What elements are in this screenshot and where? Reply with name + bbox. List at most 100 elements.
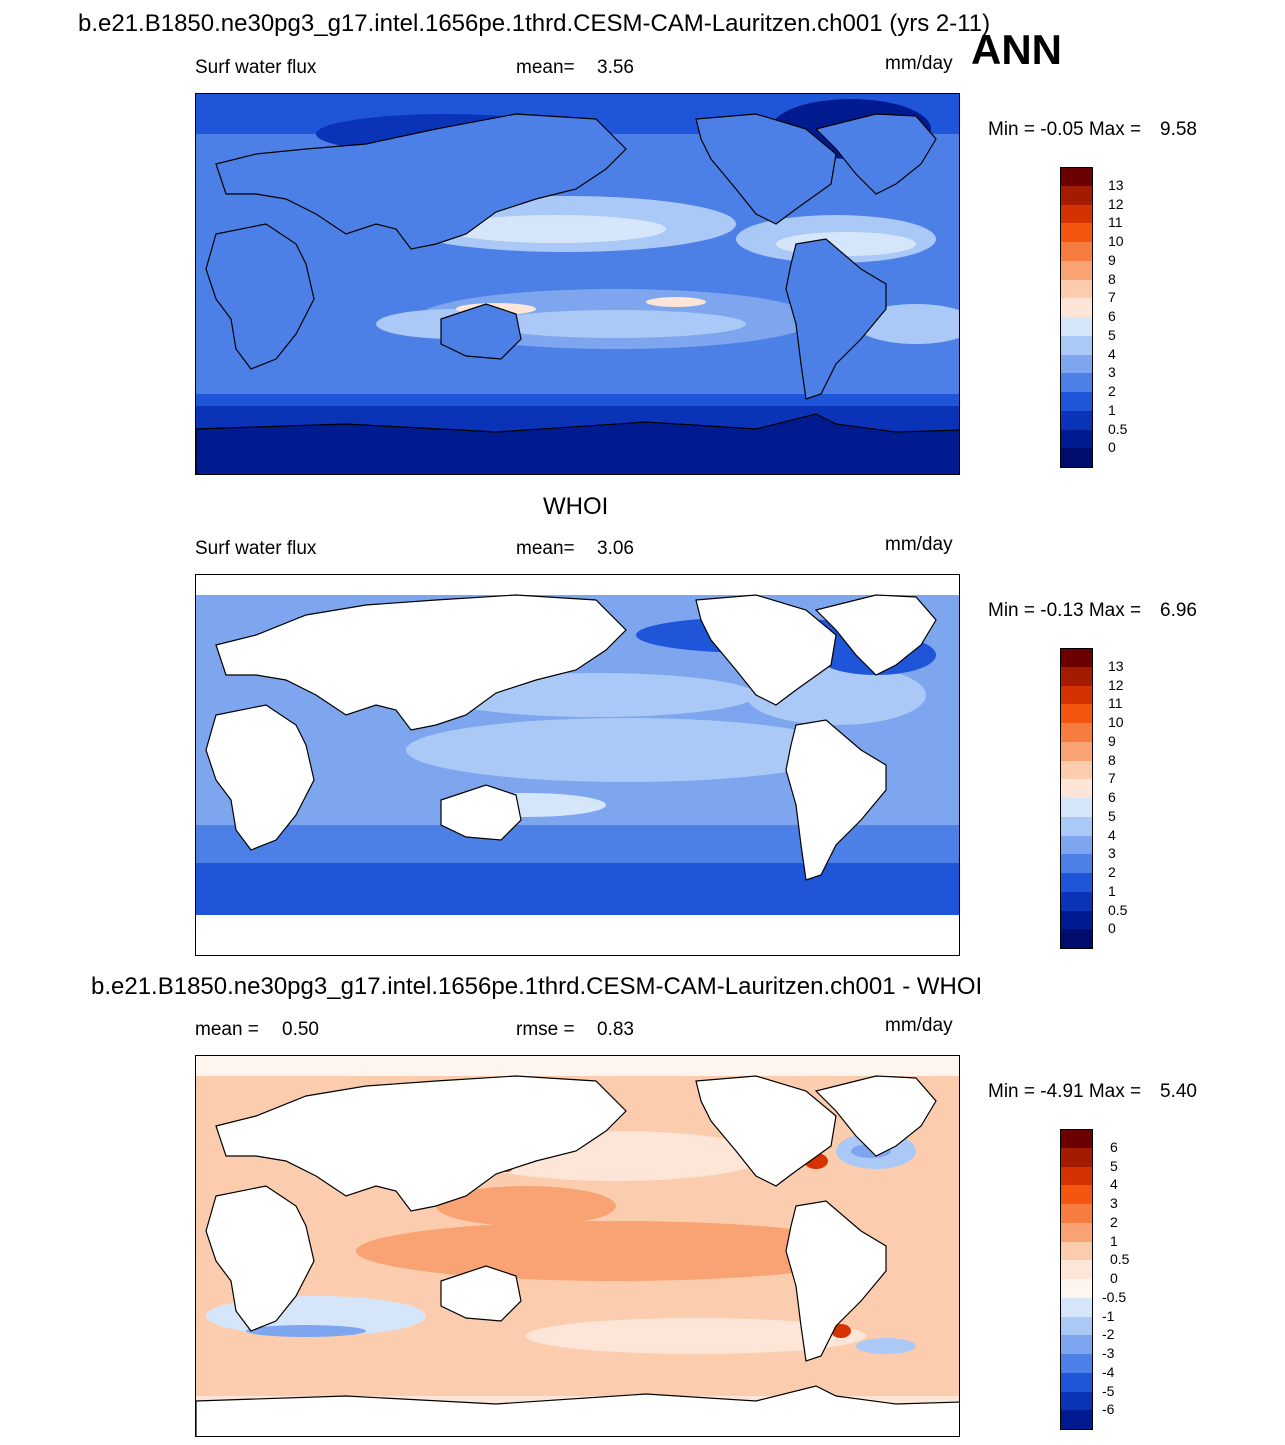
panel3-rmse-label: rmse = (516, 1019, 575, 1040)
panel3-mean-value: 0.50 (282, 1019, 319, 1040)
panel3-max-value: 5.40 (1160, 1081, 1197, 1102)
colorbar-swatch (1060, 704, 1093, 724)
panel1-units: mm/day (885, 53, 953, 74)
colorbar-tick-label: 3 (1108, 845, 1116, 862)
colorbar-swatch (1060, 242, 1093, 262)
colorbar-tick-label: 9 (1108, 732, 1116, 749)
colorbar-swatch (1060, 1166, 1093, 1187)
colorbar-tick-label: 1 (1108, 401, 1116, 418)
colorbar-tick-label: 4 (1110, 1176, 1118, 1193)
panel2-mean-label: mean= (516, 538, 575, 559)
colorbar-swatch (1060, 1147, 1093, 1168)
colorbar-swatch (1060, 910, 1093, 931)
colorbar-tick-label: -4 (1102, 1363, 1115, 1380)
colorbar-tick-label: 12 (1108, 195, 1124, 212)
colorbar-tick-label: 1 (1108, 882, 1116, 899)
panel1-map (195, 93, 960, 475)
colorbar-swatch (1060, 260, 1093, 281)
panel1-variable: Surf water flux (195, 57, 317, 78)
colorbar-tick-label: 10 (1108, 714, 1124, 730)
panel2-map-svg (196, 575, 959, 955)
colorbar-swatch (1060, 373, 1093, 393)
colorbar-swatch (1060, 723, 1093, 743)
panel3-map-svg (196, 1056, 959, 1436)
colorbar-tick-label: -3 (1102, 1345, 1115, 1361)
colorbar-swatch (1060, 335, 1093, 356)
colorbar-tick-label: 5 (1108, 326, 1116, 343)
colorbar-tick-label: -1 (1102, 1307, 1115, 1324)
panel2-max-value: 6.96 (1160, 600, 1197, 621)
colorbar-tick-label: -2 (1102, 1326, 1115, 1343)
colorbar-swatch (1060, 1372, 1093, 1393)
colorbar-swatch (1060, 354, 1093, 375)
colorbar-tick-label: 7 (1108, 770, 1116, 787)
colorbar-swatch (1060, 1222, 1093, 1243)
colorbar-tick-label: -5 (1102, 1382, 1115, 1399)
colorbar-swatch (1060, 1297, 1093, 1318)
colorbar-tick-label: 0.5 (1110, 1251, 1130, 1268)
colorbar-tick-label: 2 (1110, 1213, 1118, 1230)
colorbar-swatch (1060, 816, 1093, 837)
colorbar-swatch (1060, 223, 1093, 243)
panel2-title: WHOI (543, 493, 609, 520)
colorbar-swatch (1060, 929, 1093, 949)
colorbar-swatch (1060, 1279, 1093, 1299)
colorbar-tick-label: 12 (1108, 676, 1124, 693)
colorbar-swatch (1060, 279, 1093, 300)
colorbar-swatch (1060, 167, 1093, 188)
colorbar-tick-label: 0.5 (1108, 420, 1128, 437)
colorbar-swatch (1060, 392, 1093, 412)
colorbar-tick-label: 8 (1108, 270, 1116, 287)
panel2-variable: Surf water flux (195, 538, 317, 559)
colorbar-swatch (1060, 1260, 1093, 1280)
panel1-mean-label: mean= (516, 57, 575, 78)
colorbar-swatch (1060, 1354, 1093, 1374)
colorbar-swatch (1060, 835, 1093, 856)
colorbar-swatch (1060, 760, 1093, 781)
colorbar-swatch (1060, 666, 1093, 687)
colorbar-tick-label: 9 (1108, 251, 1116, 268)
colorbar-tick-label: 7 (1108, 289, 1116, 306)
colorbar-swatch (1060, 873, 1093, 893)
panel2-colorbar (1060, 648, 1093, 949)
colorbar-tick-label: 0 (1108, 920, 1116, 937)
colorbar-tick-label: 6 (1110, 1138, 1118, 1155)
panel3-colorbar (1060, 1129, 1093, 1430)
panel1-mean-value: 3.56 (597, 57, 634, 78)
colorbar-swatch (1060, 185, 1093, 206)
panel1-max-value: 9.58 (1160, 119, 1197, 140)
panel3-land (196, 1075, 959, 1436)
colorbar-tick-label: 10 (1108, 233, 1124, 249)
colorbar-swatch (1060, 1410, 1093, 1430)
panel1-colorbar (1060, 167, 1093, 468)
colorbar-swatch (1060, 1335, 1093, 1355)
panel2-mean-value: 3.06 (597, 538, 634, 559)
colorbar-tick-label: 3 (1108, 364, 1116, 381)
colorbar-tick-label: -6 (1102, 1401, 1115, 1418)
panel1-land (196, 113, 959, 474)
colorbar-tick-label: 0.5 (1108, 901, 1128, 918)
colorbar-tick-label: 6 (1108, 789, 1116, 805)
colorbar-tick-label: 3 (1110, 1195, 1118, 1211)
colorbar-swatch (1060, 779, 1093, 799)
colorbar-tick-label: 13 (1108, 176, 1124, 193)
colorbar-swatch (1060, 1185, 1093, 1205)
colorbar-swatch (1060, 798, 1093, 818)
colorbar-swatch (1060, 741, 1093, 762)
colorbar-tick-label: 2 (1108, 864, 1116, 880)
colorbar-tick-label: 4 (1108, 345, 1116, 362)
colorbar-tick-label: 13 (1108, 657, 1124, 674)
colorbar-swatch (1060, 429, 1093, 450)
colorbar-swatch (1060, 854, 1093, 874)
colorbar-swatch (1060, 1204, 1093, 1224)
colorbar-swatch (1060, 298, 1093, 318)
case-title: b.e21.B1850.ne30pg3_g17.intel.1656pe.1th… (78, 10, 991, 37)
colorbar-tick-label: -0.5 (1102, 1288, 1127, 1305)
colorbar-swatch (1060, 1391, 1093, 1412)
panel2-units: mm/day (885, 534, 953, 555)
colorbar-tick-label: 0 (1108, 439, 1116, 456)
colorbar-tick-label: 0 (1110, 1270, 1118, 1286)
panel3-mean-label: mean = (195, 1019, 259, 1040)
panel3-units: mm/day (885, 1015, 953, 1036)
colorbar-tick-label: 4 (1108, 826, 1116, 843)
